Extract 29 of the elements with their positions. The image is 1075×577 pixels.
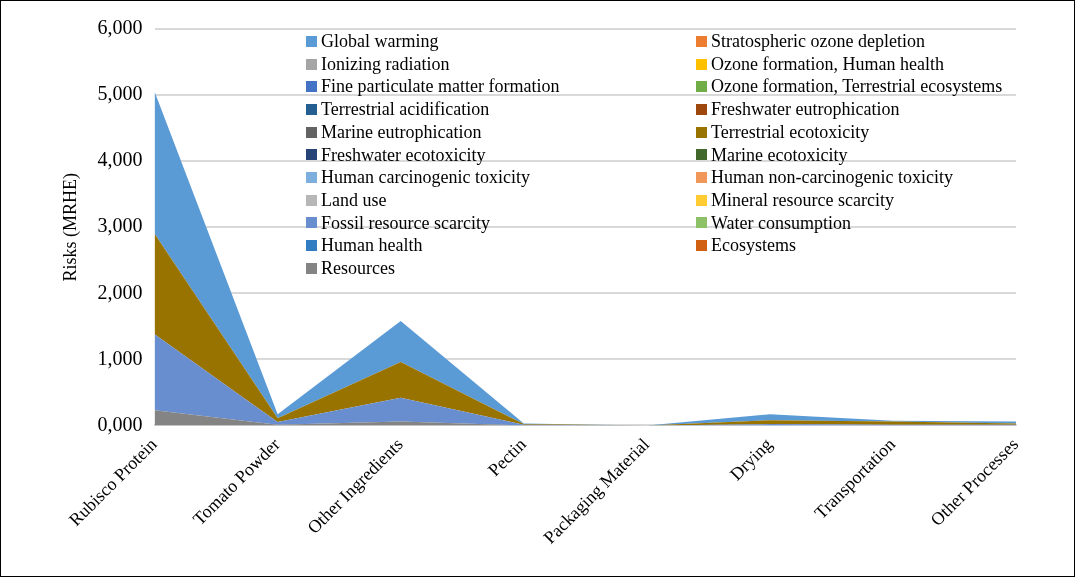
- legend-label: Marine eutrophication: [320, 120, 483, 144]
- legend-label: Resources: [320, 257, 396, 280]
- y-tick-label: 3,000: [97, 214, 143, 237]
- y-tick-label: 4,000: [97, 148, 143, 171]
- legend-label: Land use: [320, 188, 388, 212]
- legend-label: Freshwater ecotoxicity: [320, 143, 487, 167]
- legend-label: Fine particulate matter formation: [320, 75, 561, 99]
- legend-label: Ozone formation, Human health: [710, 52, 945, 76]
- y-tick-label: 2,000: [97, 280, 143, 303]
- y-tick-label: 0,000: [97, 412, 143, 435]
- legend-label: Freshwater eutrophication: [710, 98, 901, 121]
- y-tick-label: 6,000: [97, 16, 143, 39]
- legend-label: Ozone formation, Terrestrial ecosystems: [710, 75, 1004, 99]
- y-tick-label: 1,000: [97, 346, 143, 369]
- legend-label: Mineral resource scarcity: [710, 188, 895, 212]
- legend-label: Fossil resource scarcity: [320, 211, 491, 235]
- legend-label: Human non-carcinogenic toxicity: [710, 166, 954, 189]
- legend-label: Terrestrial ecotoxicity: [710, 120, 871, 144]
- legend-label: Water consumption: [710, 211, 853, 235]
- y-axis-title: Risks (MRHE): [59, 172, 81, 282]
- legend-label: Human health: [320, 234, 424, 258]
- legend-label: Human carcinogenic toxicity: [320, 166, 531, 189]
- legend-label: Ionizing radiation: [320, 52, 451, 76]
- legend-label: Marine ecotoxicity: [710, 143, 849, 167]
- legend-label: Global warming: [320, 30, 440, 53]
- y-tick-label: 5,000: [97, 82, 143, 105]
- legend-label: Stratospheric ozone depletion: [710, 30, 926, 53]
- legend-label: Terrestrial acidification: [320, 98, 491, 121]
- legend-label: Ecosystems: [710, 234, 797, 258]
